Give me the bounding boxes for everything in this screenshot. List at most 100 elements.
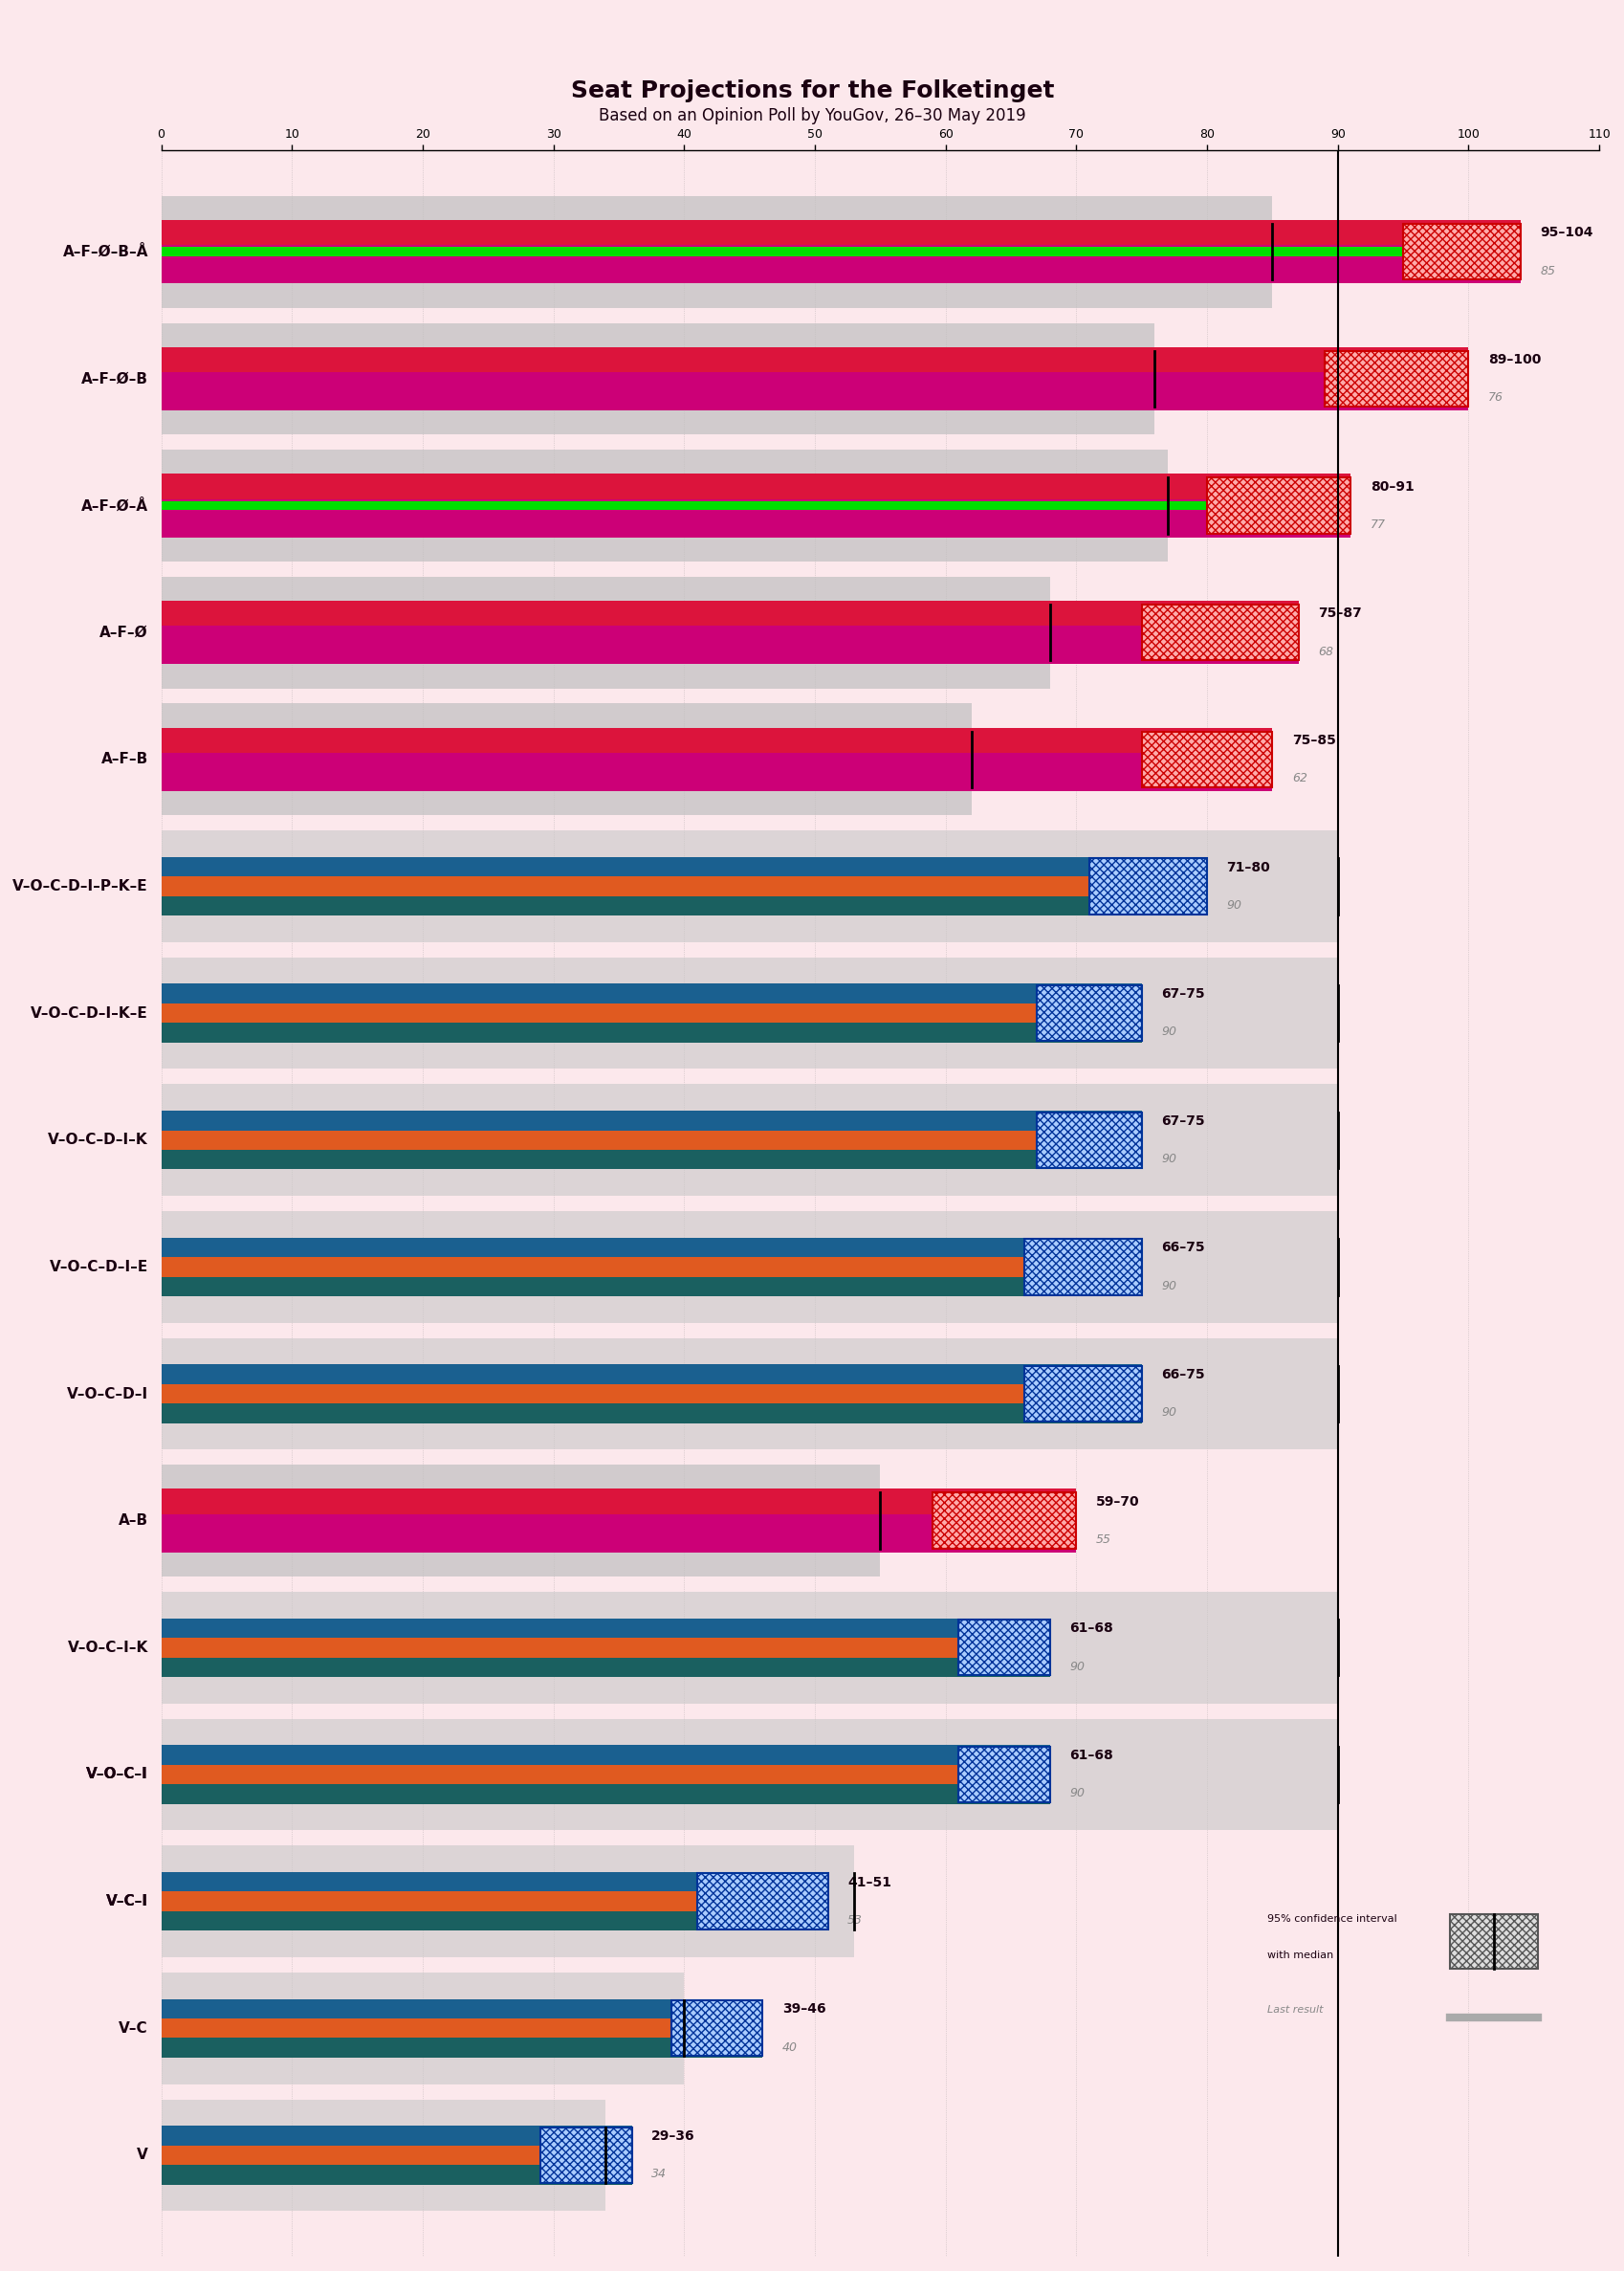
Text: A–F–Ø–Å: A–F–Ø–Å bbox=[81, 497, 148, 513]
Text: Last result: Last result bbox=[1267, 2005, 1322, 2014]
Text: 41–51: 41–51 bbox=[848, 1876, 892, 1889]
Bar bbox=[1036, 986, 1142, 1040]
Bar bbox=[161, 727, 1272, 765]
Text: 76: 76 bbox=[1488, 391, 1502, 404]
Bar bbox=[1403, 225, 1520, 279]
Text: 40: 40 bbox=[781, 2042, 797, 2053]
Text: 62: 62 bbox=[1291, 772, 1307, 783]
Bar bbox=[161, 1004, 1142, 1022]
Bar bbox=[161, 983, 1142, 1004]
Bar bbox=[161, 831, 1337, 942]
Bar bbox=[161, 1276, 1142, 1297]
Text: V–O–C–D–I–E: V–O–C–D–I–E bbox=[49, 1260, 148, 1274]
Bar bbox=[161, 245, 1520, 284]
Bar bbox=[161, 1403, 1142, 1424]
Bar bbox=[161, 1658, 1049, 1676]
Text: V–C–I: V–C–I bbox=[106, 1894, 148, 1908]
Text: 90: 90 bbox=[1161, 1281, 1176, 1292]
Bar bbox=[161, 2164, 632, 2185]
Text: 95–104: 95–104 bbox=[1540, 227, 1593, 238]
Bar bbox=[161, 1515, 1075, 1553]
Text: 71–80: 71–80 bbox=[1226, 861, 1270, 874]
Bar bbox=[161, 1719, 1337, 1830]
Text: A–F–Ø: A–F–Ø bbox=[99, 625, 148, 640]
Bar bbox=[161, 577, 1049, 688]
Text: 90: 90 bbox=[1069, 1660, 1085, 1674]
Bar bbox=[161, 1973, 684, 2085]
Text: 90: 90 bbox=[1161, 1154, 1176, 1165]
Bar bbox=[1036, 1113, 1142, 1167]
Bar bbox=[161, 1210, 1337, 1322]
Bar bbox=[161, 1022, 1142, 1042]
Text: V–O–C–I–K: V–O–C–I–K bbox=[68, 1640, 148, 1656]
Bar bbox=[1142, 604, 1298, 661]
Bar bbox=[161, 1744, 1049, 1765]
Bar bbox=[161, 1131, 1142, 1149]
Text: 67–75: 67–75 bbox=[1161, 988, 1205, 1002]
Bar bbox=[161, 1149, 1142, 1170]
Bar bbox=[541, 2128, 632, 2182]
Text: 61–68: 61–68 bbox=[1069, 1749, 1112, 1762]
Bar bbox=[1088, 858, 1207, 915]
Bar bbox=[161, 1785, 1049, 1803]
Bar bbox=[161, 1912, 828, 1930]
Bar bbox=[161, 1238, 1142, 1258]
Bar bbox=[1207, 477, 1350, 534]
Bar bbox=[161, 2037, 762, 2058]
Text: 66–75: 66–75 bbox=[1161, 1242, 1205, 1254]
Bar bbox=[1023, 1240, 1142, 1294]
Text: 75–87: 75–87 bbox=[1317, 606, 1361, 620]
Text: V–C: V–C bbox=[119, 2021, 148, 2035]
Bar bbox=[161, 248, 1520, 257]
Text: A–F–B: A–F–B bbox=[101, 752, 148, 768]
Bar bbox=[161, 220, 1520, 259]
Bar bbox=[161, 2098, 606, 2212]
Bar bbox=[161, 958, 1337, 1070]
Bar bbox=[161, 1619, 1049, 1637]
Text: V–O–C–D–I–K–E: V–O–C–D–I–K–E bbox=[31, 1006, 148, 1020]
Bar bbox=[1324, 350, 1468, 407]
Text: V–O–C–D–I–P–K–E: V–O–C–D–I–P–K–E bbox=[13, 879, 148, 893]
Bar bbox=[161, 1338, 1337, 1449]
Bar bbox=[161, 2146, 632, 2164]
Bar bbox=[161, 502, 1350, 511]
Text: 75–85: 75–85 bbox=[1291, 734, 1335, 747]
Bar bbox=[161, 1637, 1049, 1658]
Bar bbox=[161, 195, 1272, 307]
Bar bbox=[958, 1619, 1049, 1676]
Bar bbox=[958, 1746, 1049, 1803]
Bar bbox=[161, 1111, 1142, 1131]
Bar bbox=[161, 322, 1155, 434]
Text: 68: 68 bbox=[1317, 645, 1333, 659]
Bar bbox=[161, 1465, 880, 1576]
Bar bbox=[161, 1892, 828, 1912]
Bar bbox=[1023, 1365, 1142, 1422]
Bar bbox=[161, 2126, 632, 2146]
Bar bbox=[932, 1492, 1075, 1549]
Text: 77: 77 bbox=[1369, 518, 1385, 531]
Bar bbox=[161, 1592, 1337, 1703]
Text: 55: 55 bbox=[1095, 1533, 1111, 1547]
Text: 85: 85 bbox=[1540, 266, 1554, 277]
Text: 67–75: 67–75 bbox=[1161, 1115, 1205, 1129]
Bar bbox=[161, 897, 1207, 915]
Text: 61–68: 61–68 bbox=[1069, 1621, 1112, 1635]
Bar bbox=[161, 2019, 762, 2037]
Text: with median: with median bbox=[1267, 1951, 1333, 1960]
Bar bbox=[1142, 731, 1272, 788]
Text: V–O–C–D–I: V–O–C–D–I bbox=[67, 1388, 148, 1401]
Bar bbox=[161, 1383, 1142, 1403]
Bar bbox=[161, 704, 971, 815]
Bar bbox=[161, 1490, 1075, 1528]
Text: 90: 90 bbox=[1069, 1787, 1085, 1799]
Bar bbox=[671, 2001, 762, 2055]
Text: 66–75: 66–75 bbox=[1161, 1367, 1205, 1381]
Text: 39–46: 39–46 bbox=[781, 2003, 825, 2017]
Bar bbox=[161, 450, 1168, 561]
Bar bbox=[161, 627, 1298, 663]
Text: Seat Projections for the Folketinget: Seat Projections for the Folketinget bbox=[570, 79, 1054, 102]
Text: A–F–Ø–B: A–F–Ø–B bbox=[81, 372, 148, 386]
Bar bbox=[161, 1365, 1142, 1383]
Text: V: V bbox=[136, 2148, 148, 2162]
Bar bbox=[697, 1874, 828, 1930]
